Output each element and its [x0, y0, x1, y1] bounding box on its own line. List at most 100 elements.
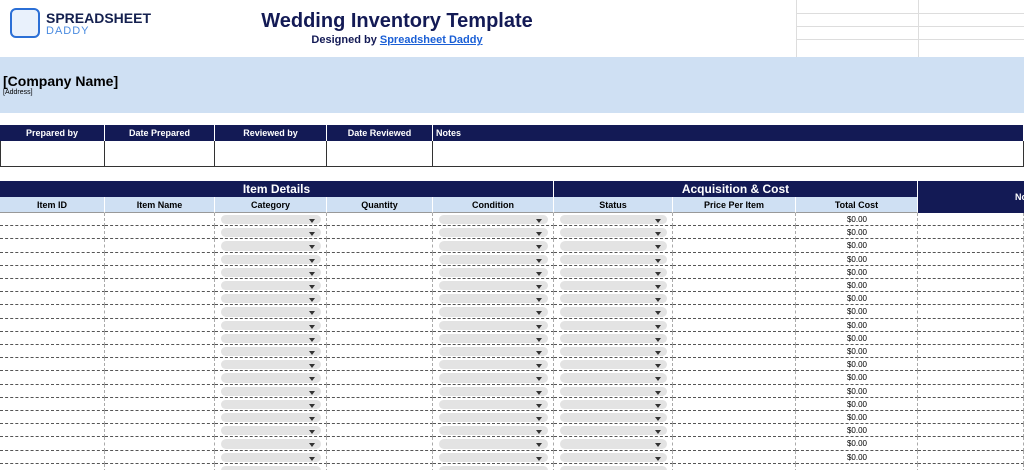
- dropdown[interactable]: [221, 386, 321, 396]
- dropdown[interactable]: [439, 452, 548, 462]
- table-cell: [0, 213, 105, 227]
- dropdown[interactable]: [221, 215, 321, 225]
- table-cell: [215, 450, 327, 464]
- table-cell: [796, 265, 918, 279]
- dropdown[interactable]: [439, 267, 548, 277]
- dropdown[interactable]: [439, 399, 548, 409]
- dropdown[interactable]: [439, 307, 548, 317]
- dropdown[interactable]: [221, 413, 321, 423]
- dropdown[interactable]: [221, 360, 321, 370]
- dropdown[interactable]: [221, 399, 321, 409]
- group-header: Acquisition & Cost: [554, 181, 918, 197]
- table-cell: [554, 279, 673, 293]
- dropdown[interactable]: [221, 267, 321, 277]
- dropdown[interactable]: [439, 281, 548, 291]
- group-header: Item Details: [0, 181, 554, 197]
- dropdown[interactable]: [560, 386, 667, 396]
- dropdown[interactable]: [439, 294, 548, 304]
- table-cell: [215, 371, 327, 385]
- dropdown[interactable]: [439, 241, 548, 251]
- dropdown[interactable]: [560, 333, 667, 343]
- dropdown[interactable]: [221, 228, 321, 238]
- table-cell: [918, 450, 1024, 464]
- dropdown[interactable]: [221, 333, 321, 343]
- dropdown[interactable]: [439, 386, 548, 396]
- dropdown[interactable]: [221, 241, 321, 251]
- table-cell: [327, 371, 433, 385]
- dropdown[interactable]: [439, 426, 548, 436]
- dropdown[interactable]: [560, 294, 667, 304]
- designer-link[interactable]: Spreadsheet Daddy: [379, 34, 483, 46]
- table-cell: [918, 292, 1024, 306]
- total-cost: $0.00: [846, 215, 868, 225]
- dropdown[interactable]: [221, 373, 321, 383]
- table-cell: [327, 331, 433, 345]
- table-cell: [105, 411, 215, 425]
- company-band: [0, 57, 1024, 113]
- table-cell: [554, 305, 673, 319]
- dropdown[interactable]: [560, 228, 667, 238]
- table-cell: [327, 265, 433, 279]
- dropdown[interactable]: [560, 465, 667, 470]
- dropdown[interactable]: [221, 426, 321, 436]
- table-cell: [673, 437, 796, 451]
- dropdown[interactable]: [221, 347, 321, 357]
- dropdown[interactable]: [221, 439, 321, 449]
- table-cell: [554, 252, 673, 266]
- dropdown[interactable]: [439, 413, 548, 423]
- dropdown[interactable]: [560, 373, 667, 383]
- table-cell: [0, 450, 105, 464]
- dropdown[interactable]: [560, 399, 667, 409]
- dropdown[interactable]: [439, 465, 548, 470]
- table-cell: [215, 265, 327, 279]
- dropdown[interactable]: [221, 307, 321, 317]
- dropdown[interactable]: [439, 439, 548, 449]
- dropdown[interactable]: [560, 426, 667, 436]
- dropdown[interactable]: [221, 320, 321, 330]
- table-cell: [105, 463, 215, 470]
- dropdown[interactable]: [221, 465, 321, 470]
- dropdown[interactable]: [221, 254, 321, 264]
- column-header: Status: [554, 197, 673, 213]
- info-header: Notes: [433, 125, 1024, 141]
- dropdown[interactable]: [221, 281, 321, 291]
- dropdown[interactable]: [221, 452, 321, 462]
- dropdown[interactable]: [560, 320, 667, 330]
- dropdown[interactable]: [221, 294, 321, 304]
- table-cell: [433, 265, 554, 279]
- dropdown[interactable]: [560, 215, 667, 225]
- dropdown[interactable]: [439, 254, 548, 264]
- dropdown[interactable]: [560, 241, 667, 251]
- dropdown[interactable]: [439, 215, 548, 225]
- dropdown[interactable]: [560, 360, 667, 370]
- table-cell: [327, 463, 433, 470]
- dropdown[interactable]: [560, 452, 667, 462]
- dropdown[interactable]: [439, 320, 548, 330]
- table-cell: [0, 252, 105, 266]
- total-cost: $0.00: [846, 360, 868, 370]
- dropdown[interactable]: [439, 347, 548, 357]
- table-cell: [0, 397, 105, 411]
- table-cell: [0, 411, 105, 425]
- dropdown[interactable]: [439, 373, 548, 383]
- dropdown[interactable]: [560, 413, 667, 423]
- dropdown[interactable]: [560, 347, 667, 357]
- dropdown[interactable]: [560, 254, 667, 264]
- grid-line: [796, 0, 797, 57]
- dropdown[interactable]: [439, 333, 548, 343]
- table-cell: [433, 239, 554, 253]
- table-cell: [327, 318, 433, 332]
- dropdown[interactable]: [560, 307, 667, 317]
- dropdown[interactable]: [560, 281, 667, 291]
- table-cell: [327, 305, 433, 319]
- dropdown[interactable]: [439, 360, 548, 370]
- table-cell: [105, 279, 215, 293]
- table-cell: [327, 345, 433, 359]
- column-header: Item Name: [105, 197, 215, 213]
- table-cell: [215, 437, 327, 451]
- dropdown[interactable]: [560, 267, 667, 277]
- dropdown[interactable]: [439, 228, 548, 238]
- dropdown[interactable]: [560, 439, 667, 449]
- table-cell: [918, 226, 1024, 240]
